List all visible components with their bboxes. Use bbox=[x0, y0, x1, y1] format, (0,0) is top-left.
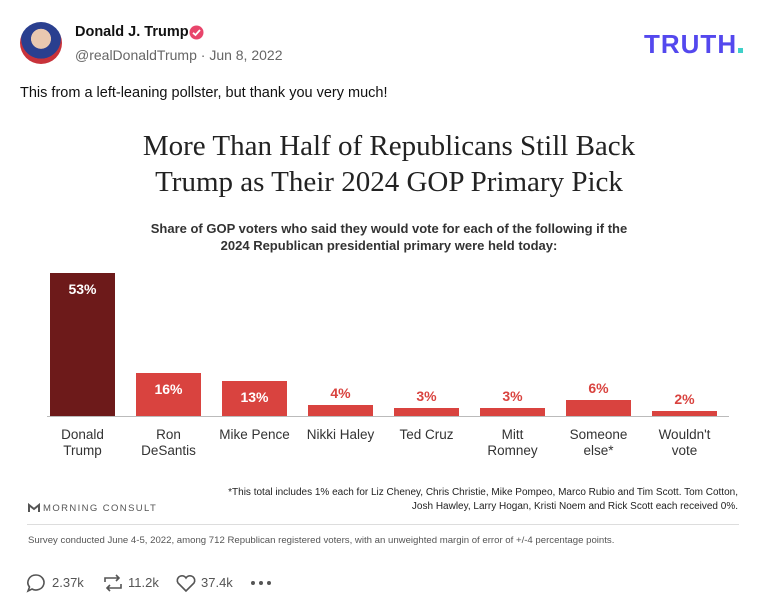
x-tick-label: Wouldn't vote bbox=[658, 427, 711, 458]
footnote: *This total includes 1% each for Liz Che… bbox=[228, 487, 738, 512]
bar bbox=[652, 410, 717, 416]
like-count: 37.4k bbox=[201, 575, 233, 590]
post-meta: @realDonaldTrump · Jun 8, 2022 bbox=[75, 47, 283, 63]
bar bbox=[136, 372, 201, 416]
bar bbox=[50, 272, 115, 416]
x-tick-label: Mike Pence bbox=[219, 427, 290, 442]
value-label: 16% bbox=[154, 380, 183, 397]
like-icon[interactable] bbox=[175, 574, 197, 593]
avatar[interactable] bbox=[20, 22, 62, 64]
chart-image[interactable] bbox=[20, 112, 757, 560]
bar bbox=[222, 380, 287, 416]
value-label: 3% bbox=[416, 387, 437, 404]
post-date[interactable]: Jun 8, 2022 bbox=[209, 47, 283, 63]
reply-icon[interactable] bbox=[26, 573, 46, 593]
value-label: 53% bbox=[68, 280, 97, 297]
source-icon bbox=[28, 503, 40, 512]
value-label: 2% bbox=[674, 390, 695, 407]
reply-count: 2.37k bbox=[52, 575, 84, 590]
author-name[interactable]: Donald J. Trump bbox=[75, 24, 189, 40]
chart-subtitle: Share of GOP voters who said they would … bbox=[150, 221, 628, 253]
truth-logo[interactable]: TRUTH bbox=[644, 29, 744, 60]
value-label: 13% bbox=[240, 388, 269, 405]
x-tick-label: Mitt Romney bbox=[487, 427, 538, 458]
survey-note: Survey conducted June 4-5, 2022, among 7… bbox=[28, 535, 615, 546]
value-label: 6% bbox=[588, 379, 609, 396]
post-text: This from a left-leaning pollster, but t… bbox=[20, 85, 388, 101]
handle[interactable]: @realDonaldTrump bbox=[75, 47, 197, 63]
logo-dot bbox=[738, 48, 744, 53]
baseline bbox=[47, 416, 729, 417]
bar bbox=[308, 405, 373, 416]
bar bbox=[480, 407, 545, 416]
value-label: 3% bbox=[502, 387, 523, 404]
x-tick-label: Ron DeSantis bbox=[141, 427, 196, 458]
x-tick-label: Nikki Haley bbox=[306, 427, 375, 442]
separator bbox=[27, 524, 739, 525]
value-label: 4% bbox=[330, 385, 351, 402]
verified-badge bbox=[189, 25, 204, 40]
more-icon[interactable] bbox=[250, 579, 272, 587]
repost-count: 11.2k bbox=[128, 575, 159, 590]
bar bbox=[394, 407, 459, 416]
source: MORNING CONSULT bbox=[43, 503, 158, 514]
x-tick-label: Donald Trump bbox=[61, 427, 104, 458]
x-tick-label: Someone else* bbox=[569, 427, 628, 458]
logo-text: TRUTH bbox=[644, 29, 738, 59]
x-tick-label: Ted Cruz bbox=[399, 427, 454, 442]
chart-title: More Than Half of Republicans Still Back… bbox=[142, 130, 636, 198]
repost-icon[interactable] bbox=[102, 573, 124, 593]
bar bbox=[566, 399, 631, 416]
